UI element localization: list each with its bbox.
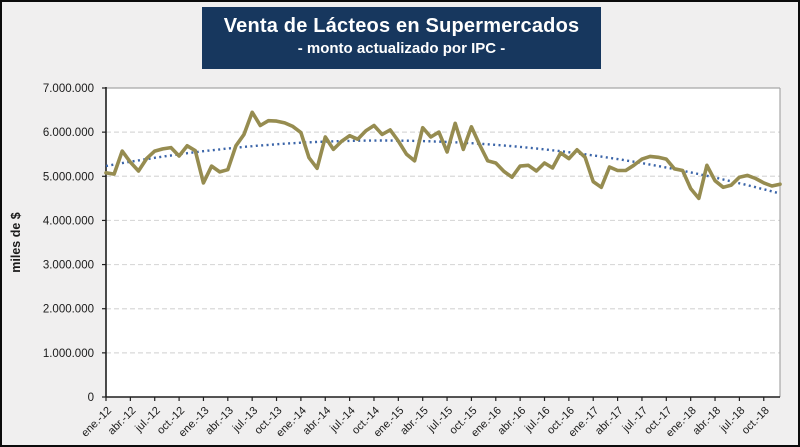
x-tick-label: abr.-16 [496,405,529,438]
y-tick-label: 0 [88,392,94,404]
x-tick-label: oct.-18 [740,405,772,437]
y-tick-label: 3.000.000 [43,260,94,272]
x-tick-label: abr.-14 [301,405,334,438]
x-tick-label: abr.-17 [593,405,626,438]
x-tick-label: abr.-18 [690,405,723,438]
y-axis-title: miles de $ [9,212,23,272]
y-tick-label: 6.000.000 [43,127,94,139]
y-tick-label: 2.000.000 [43,304,94,316]
chart-subtitle: - monto actualizado por IPC - [297,40,506,57]
chart-title: Venta de Lácteos en Supermercados [223,15,580,37]
y-tick-label: 5.000.000 [43,171,94,183]
trendline-dotted [105,139,781,195]
x-tick-label: abr.-15 [398,405,431,438]
x-tick-label: abr.-12 [106,405,139,438]
x-tick-label: abr.-13 [203,405,236,438]
y-tick-label: 7.000.000 [43,83,94,95]
x-tick-label: ene.-12 [79,405,114,440]
chart-title-box: Venta de Lácteos en Supermercados - mont… [202,7,601,69]
plot-area [106,88,780,397]
y-tick-label: 1.000.000 [43,348,94,360]
sales-series-line [104,110,782,201]
y-tick-label: 4.000.000 [43,215,94,227]
